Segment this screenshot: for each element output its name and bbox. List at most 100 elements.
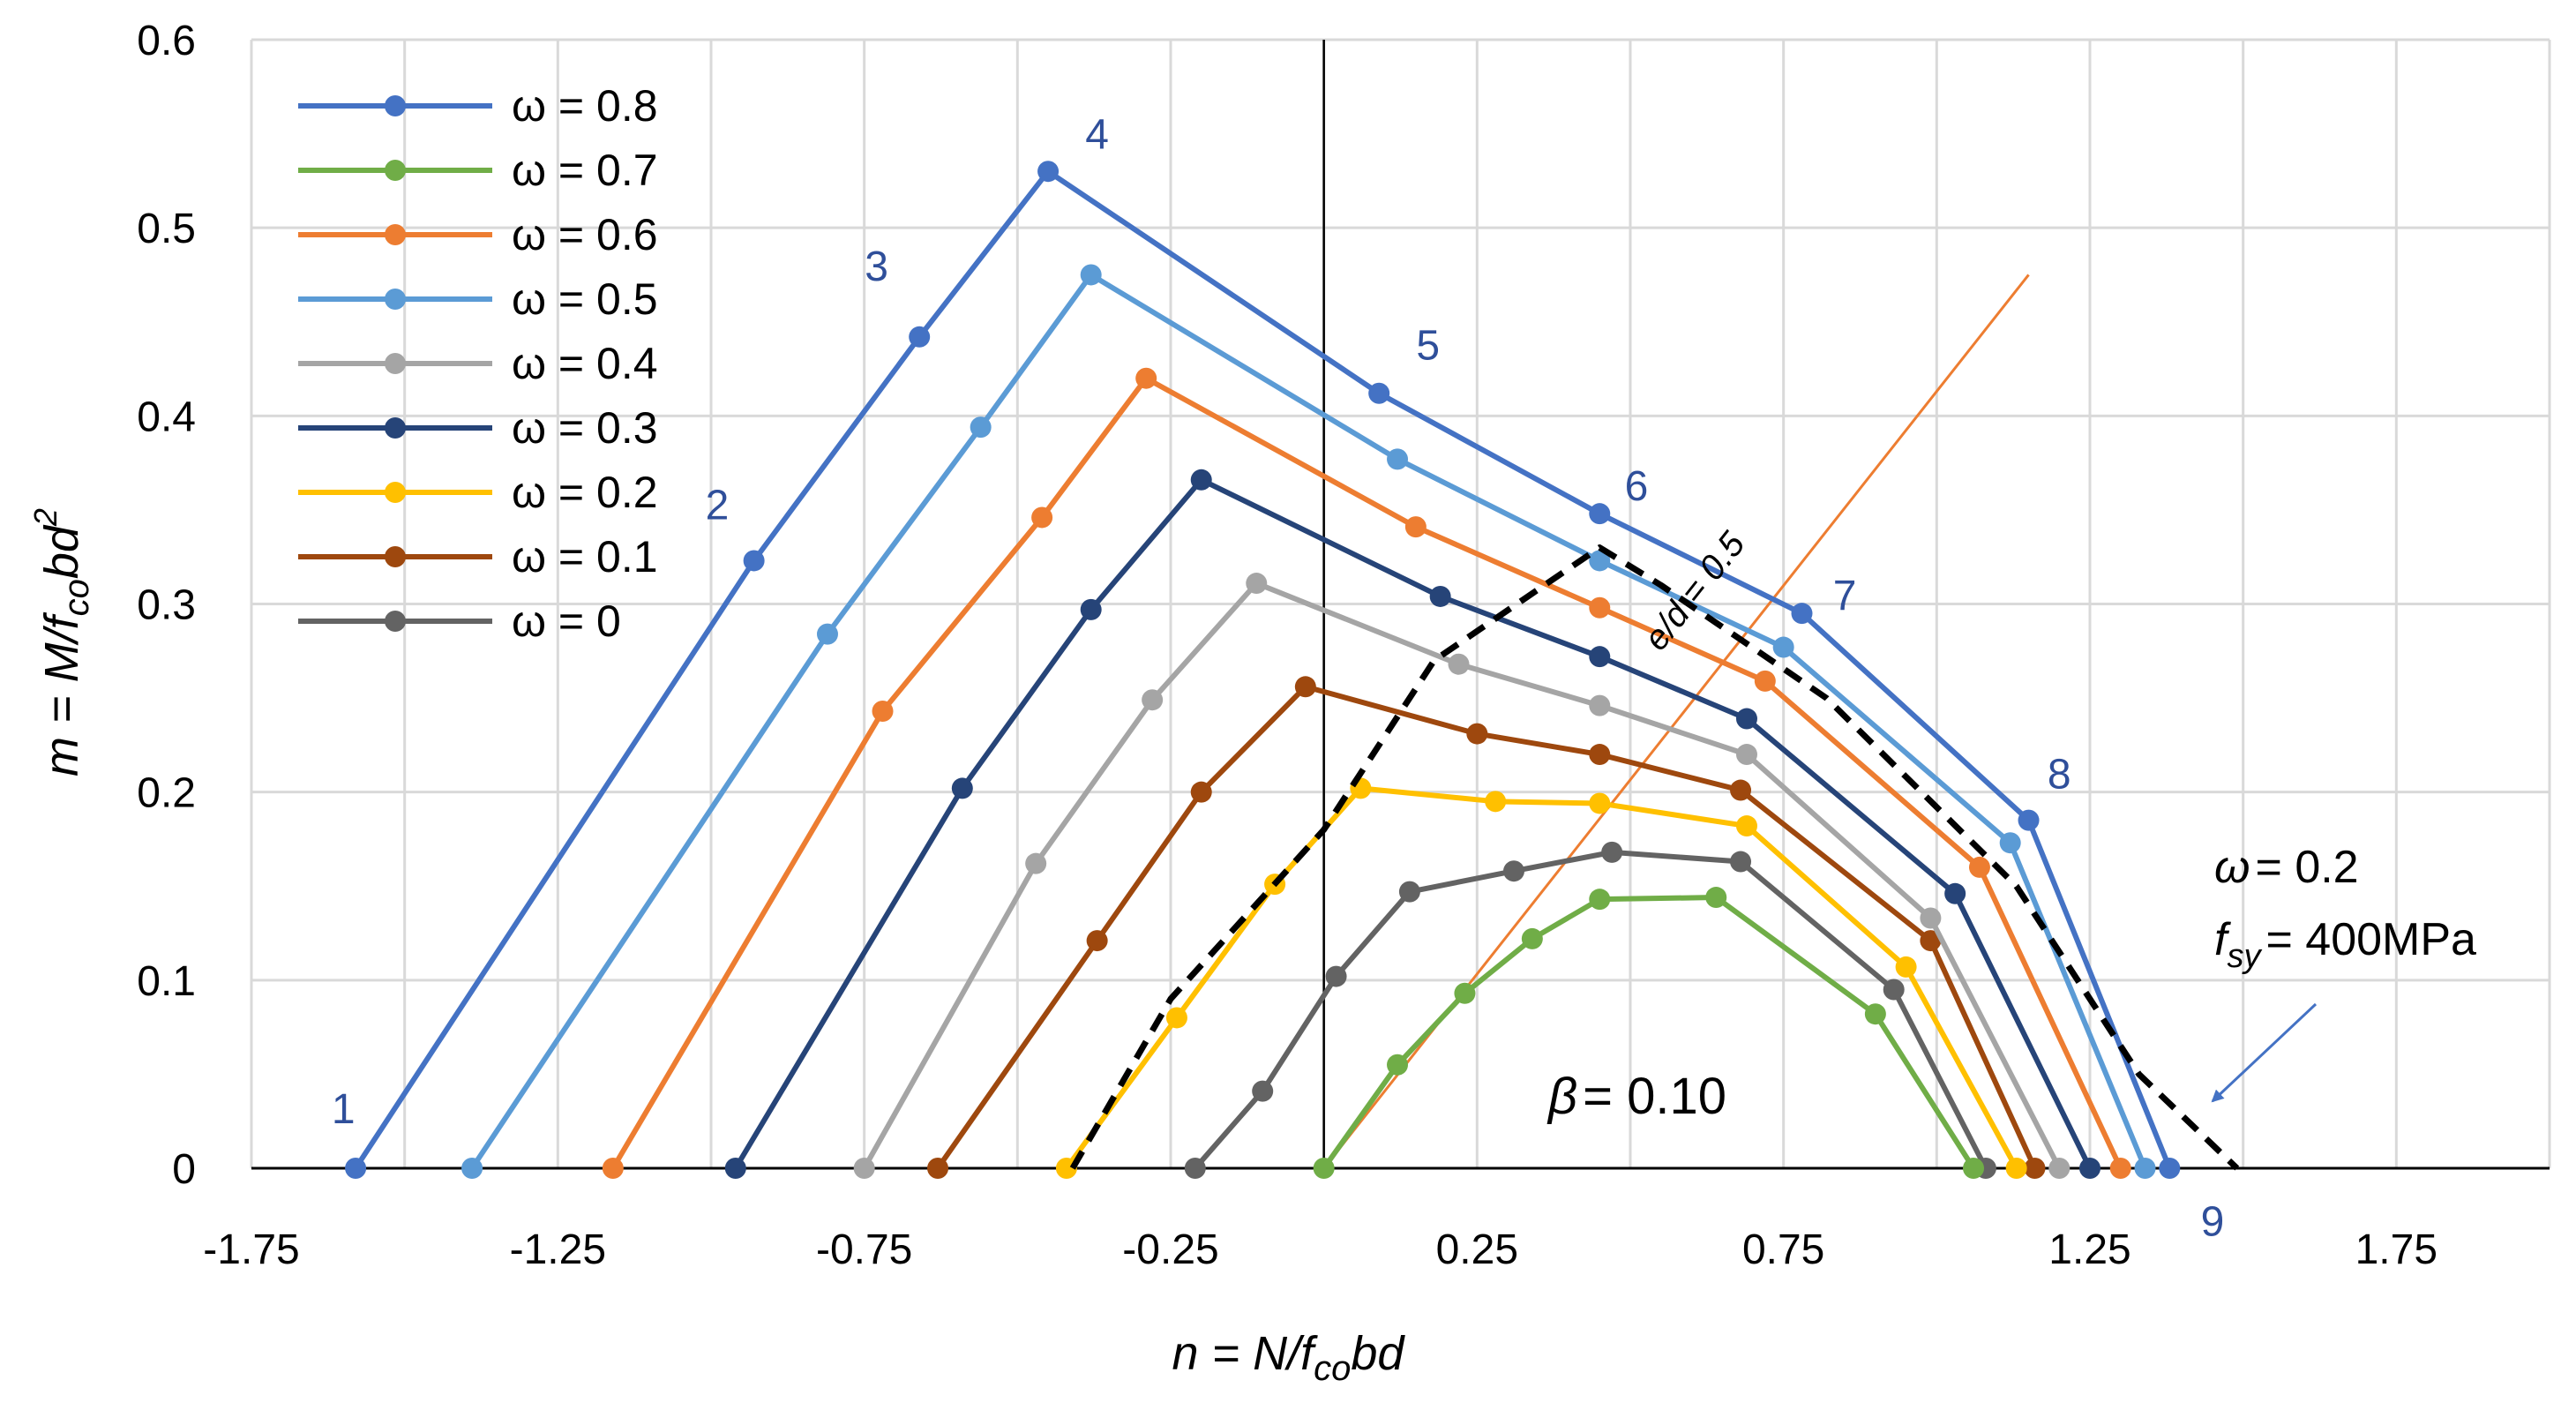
x-axis-title: n = N/fcobd [1172, 1327, 1406, 1388]
legend-entry: ω = 0.7 [298, 146, 658, 195]
data-point [1730, 779, 1752, 801]
point-number-labels: 1 2 3 4 5 6 7 8 9 [332, 112, 2224, 1246]
data-point [1313, 1158, 1335, 1179]
data-point [1031, 506, 1053, 529]
x-tick-label: 0.25 [1436, 1226, 1518, 1273]
legend-entry: ω = 0.5 [298, 274, 658, 324]
data-point [1589, 694, 1611, 716]
data-point [2134, 1158, 2156, 1179]
legend-marker [385, 95, 406, 116]
legend-label: ω = 0.6 [512, 210, 658, 259]
x-tick-label: -1.75 [203, 1226, 299, 1273]
series-line [469, 272, 2148, 1170]
y-tick-labels: 0 0.1 0.2 0.3 0.4 0.5 0.6 [137, 18, 196, 1193]
point-label: 3 [865, 244, 888, 290]
point-label: 5 [1416, 322, 1440, 369]
legend-entry: ω = 0 [298, 596, 621, 646]
legend: ω = 0.8 ω = 0.7 ω = 0.6 ω = 0.5 ω = 0.4 ω = 0… [298, 81, 658, 646]
data-point [2048, 1158, 2071, 1179]
data-point [1754, 670, 1776, 692]
legend-marker [385, 289, 406, 310]
beta-annotation: β = 0.10 [1546, 1068, 1726, 1125]
data-point [1485, 791, 1507, 813]
data-point [1920, 907, 1942, 929]
point-label: 2 [706, 483, 730, 529]
data-point [1190, 781, 1212, 803]
data-point [1963, 1158, 1985, 1179]
data-point [853, 1158, 875, 1179]
legend-label: ω = 0.7 [512, 146, 658, 195]
point-label: 4 [1085, 112, 1109, 159]
series-line [610, 375, 2123, 1170]
x-tick-labels: -1.75 -1.25 -0.75 -0.25 0.25 0.75 1.25 1.75 [203, 1226, 2437, 1273]
y-tick-label: 0.6 [137, 18, 196, 64]
data-point [1589, 503, 1611, 525]
data-point [1080, 598, 1102, 620]
series-0p7 [1313, 887, 1985, 1179]
series-line [733, 476, 2093, 1170]
legend-entry: ω = 0.2 [298, 468, 658, 517]
data-point [1521, 927, 1543, 949]
legend-marker [385, 417, 406, 439]
x-tick-label: -0.25 [1122, 1226, 1218, 1273]
series-line [935, 684, 2038, 1170]
data-point [1791, 603, 1813, 625]
series-layer [345, 161, 2181, 1179]
legend-entry: ω = 0.1 [298, 532, 658, 581]
data-point [1184, 1158, 1206, 1179]
data-point [1589, 646, 1611, 668]
data-point [1025, 852, 1047, 874]
data-point [1735, 708, 1757, 730]
legend-entry: ω = 0.4 [298, 339, 658, 388]
data-point [1398, 881, 1420, 903]
series-0p8 [345, 161, 2181, 1179]
envelope-layer [1069, 544, 2240, 1171]
legend-marker [385, 611, 406, 632]
fsy-arrow [2211, 1002, 2318, 1103]
legend-marker [385, 546, 406, 567]
data-point [1920, 930, 1942, 952]
data-point [461, 1158, 483, 1179]
data-point [1429, 585, 1451, 607]
data-point [1080, 264, 1102, 286]
data-point [1466, 723, 1488, 745]
data-point [1294, 676, 1316, 698]
data-point [1325, 965, 1347, 987]
data-point [2018, 809, 2040, 831]
data-point [927, 1158, 949, 1179]
data-point [1944, 882, 1966, 904]
data-point [1246, 573, 1268, 595]
series-line [1322, 895, 1976, 1170]
y-tick-label: 0.1 [137, 958, 196, 1005]
data-point [951, 777, 973, 799]
legend-label: ω = 0.1 [512, 532, 658, 581]
data-point [970, 416, 992, 439]
data-point [1190, 469, 1212, 491]
data-point [1454, 982, 1476, 1004]
series-0p5 [461, 264, 2156, 1179]
legend-marker [385, 160, 406, 181]
data-point [1135, 367, 1157, 389]
data-point [872, 701, 894, 723]
data-point [1864, 1003, 1886, 1025]
legend-entry: ω = 0.8 [298, 81, 658, 131]
data-point [1968, 856, 1990, 878]
y-tick-label: 0.4 [137, 394, 196, 440]
data-point [1503, 860, 1525, 882]
data-point [816, 623, 838, 645]
legend-entry: ω = 0.6 [298, 210, 658, 259]
data-point [1589, 889, 1611, 911]
data-point [909, 326, 931, 348]
data-point [1055, 1158, 1077, 1179]
y-axis-title: m = M/fcobd2 [27, 508, 96, 776]
data-point [1883, 979, 1905, 1001]
data-point [2109, 1158, 2131, 1179]
dashed-envelope-curve [1069, 544, 2240, 1171]
x-tick-label: 1.25 [2048, 1226, 2130, 1273]
legend-label: ω = 0.5 [512, 274, 658, 324]
data-point [1589, 792, 1611, 814]
series-0p6 [602, 367, 2131, 1179]
x-tick-label: 0.75 [1742, 1226, 1824, 1273]
series-0p1 [927, 676, 2046, 1179]
